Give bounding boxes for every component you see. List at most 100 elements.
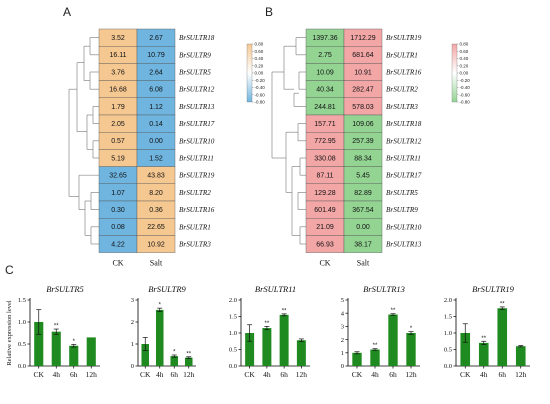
heat-b-cell-value: 66.93 <box>316 241 334 248</box>
bar <box>51 331 61 366</box>
panel-label-c: C <box>5 263 14 277</box>
heat-a-scale-tick-label: -0.20 <box>255 78 266 83</box>
heat-a-cell-value: 32.65 <box>109 173 127 180</box>
heat-a-row-label: BrSULTR5 <box>179 69 211 77</box>
heat-a-cell-value: 0.14 <box>149 121 163 128</box>
bar <box>460 333 471 366</box>
heat-a-scale-tick-label: -0.40 <box>255 85 266 90</box>
panel-label-b: B <box>265 5 273 19</box>
heat-a-cell-value: 2.64 <box>149 69 163 76</box>
heat-a-scale-tick-label: -0.60 <box>255 92 266 97</box>
x-tick-label: CK <box>34 370 45 379</box>
significance-mark: ** <box>481 336 486 342</box>
heat-b-row-label: BrSULTR1 <box>386 51 418 59</box>
heat-b-cell-value: 5.45 <box>356 173 370 180</box>
heat-b-cell-value: 40.34 <box>316 87 334 94</box>
heat-b-cell-value: 578.03 <box>352 104 374 111</box>
heat-b-col-label-ck: CK <box>319 259 330 268</box>
bar <box>69 345 79 366</box>
bar-chart-title: BrSULTR9 <box>148 284 186 294</box>
heat-b-row-label: BrSULTR10 <box>386 223 422 231</box>
heat-b-cell-value: 129.28 <box>314 190 336 197</box>
y-tick-label: 1.0 <box>444 330 452 337</box>
heat-a-cell-value: 5.19 <box>111 155 125 162</box>
significance-mark: * <box>159 303 162 309</box>
heat-b-row-label: BrSULTR13 <box>386 241 422 249</box>
heat-b-cell <box>343 235 383 253</box>
heat-b-row-label: BrSULTR19 <box>386 34 422 42</box>
heat-b-row-label: BrSULTR9 <box>386 206 418 214</box>
bar <box>184 357 193 366</box>
heat-a-cell-value: 4.22 <box>111 241 125 248</box>
bar <box>497 308 508 366</box>
heat-b-row-label: BrSULTR17 <box>386 172 422 180</box>
heat-b-scale-tick-label: 0.60 <box>460 49 469 54</box>
heat-b-cell-value: 38.17 <box>354 241 372 248</box>
heat-a-row-label: BrSULTR16 <box>179 206 215 214</box>
x-tick-label: 4h <box>263 370 271 379</box>
significance-mark: ** <box>373 343 378 349</box>
heat-a-cell-value: 0.36 <box>149 207 163 214</box>
x-tick-label: 6h <box>499 370 507 379</box>
x-tick-label: 6h <box>70 370 78 379</box>
bar-chart-title: BrSULTR19 <box>472 284 515 294</box>
heat-a-color-scale <box>246 43 253 103</box>
y-tick-label: 1.0 <box>18 319 26 326</box>
heat-a-cell-value: 16.68 <box>109 87 127 94</box>
heat-b-cell-value: 157.71 <box>314 121 336 128</box>
heat-b-cell-value: 21.09 <box>316 224 334 231</box>
heat-a-cell-value: 0.08 <box>111 224 125 231</box>
bar <box>279 314 289 366</box>
y-tick-label: 1.5 <box>444 314 452 321</box>
heat-a-row-label: BrSULTR2 <box>179 189 211 197</box>
x-tick-label: 6h <box>171 370 179 379</box>
x-tick-label: 12h <box>183 370 195 379</box>
x-tick-label: CK <box>352 370 363 379</box>
x-tick-label: CK <box>140 370 151 379</box>
y-tick-label: 2 <box>341 337 344 344</box>
significance-mark: ** <box>54 324 59 330</box>
y-tick-label: 0.5 <box>18 341 26 348</box>
significance-mark: * <box>73 339 76 345</box>
heat-a-scale-tick-label: 0.80 <box>255 42 264 47</box>
y-tick-label: 0.0 <box>444 363 452 370</box>
significance-mark: * <box>173 350 176 356</box>
heat-b-cell-value: 282.47 <box>352 87 374 94</box>
heat-a-cell-value: 3.76 <box>111 69 125 76</box>
y-axis-label: Relative expression level <box>6 300 13 366</box>
heat-b-cell-value: 244.81 <box>314 104 336 111</box>
heat-a-row-label: BrSULTR9 <box>179 51 211 59</box>
y-tick-label: 5 <box>341 297 344 304</box>
y-tick-label: 0.0 <box>18 363 26 370</box>
bar <box>352 352 362 366</box>
bar <box>478 342 489 366</box>
heat-a-scale-tick-label: -0.80 <box>255 100 266 105</box>
heat-b-row-label: BrSULTR11 <box>386 155 421 163</box>
bar <box>155 309 164 366</box>
bar-chart-0: BrSULTR5 0.0 0.5 1.0 1.5 CK ** 4h * 6h 12h Relative… <box>6 284 100 379</box>
x-tick-label: 4h <box>371 370 379 379</box>
y-tick-label: 1 <box>341 350 344 357</box>
heat-a-cell-value: 22.65 <box>147 224 165 231</box>
x-tick-label: 12h <box>86 370 98 379</box>
x-tick-label: 12h <box>515 370 527 379</box>
bar <box>406 333 416 366</box>
bar-chart-title: BrSULTR11 <box>255 284 296 294</box>
y-tick-label: 0.5 <box>444 347 452 354</box>
x-tick-label: 4h <box>156 370 164 379</box>
heat-b-cell-value: 257.39 <box>352 138 374 145</box>
x-tick-label: 4h <box>480 370 488 379</box>
heat-b-cell-value: 88.34 <box>354 155 372 162</box>
heat-b-cell-value: 109.06 <box>352 121 374 128</box>
bar <box>262 328 272 366</box>
heat-a-cell-value: 0.57 <box>111 138 125 145</box>
heat-a-scale-tick-label: 0.60 <box>255 49 264 54</box>
heat-a-cell-value: 1.07 <box>111 190 125 197</box>
x-tick-label: CK <box>244 370 255 379</box>
significance-mark: ** <box>282 308 287 314</box>
x-tick-label: 6h <box>280 370 288 379</box>
heat-b-cell-value: 0.00 <box>356 224 370 231</box>
heat-a-scale-tick-label: 0.40 <box>255 56 264 61</box>
heat-a-cell-value: 2.05 <box>111 121 125 128</box>
y-tick-label: 1 <box>131 341 134 348</box>
